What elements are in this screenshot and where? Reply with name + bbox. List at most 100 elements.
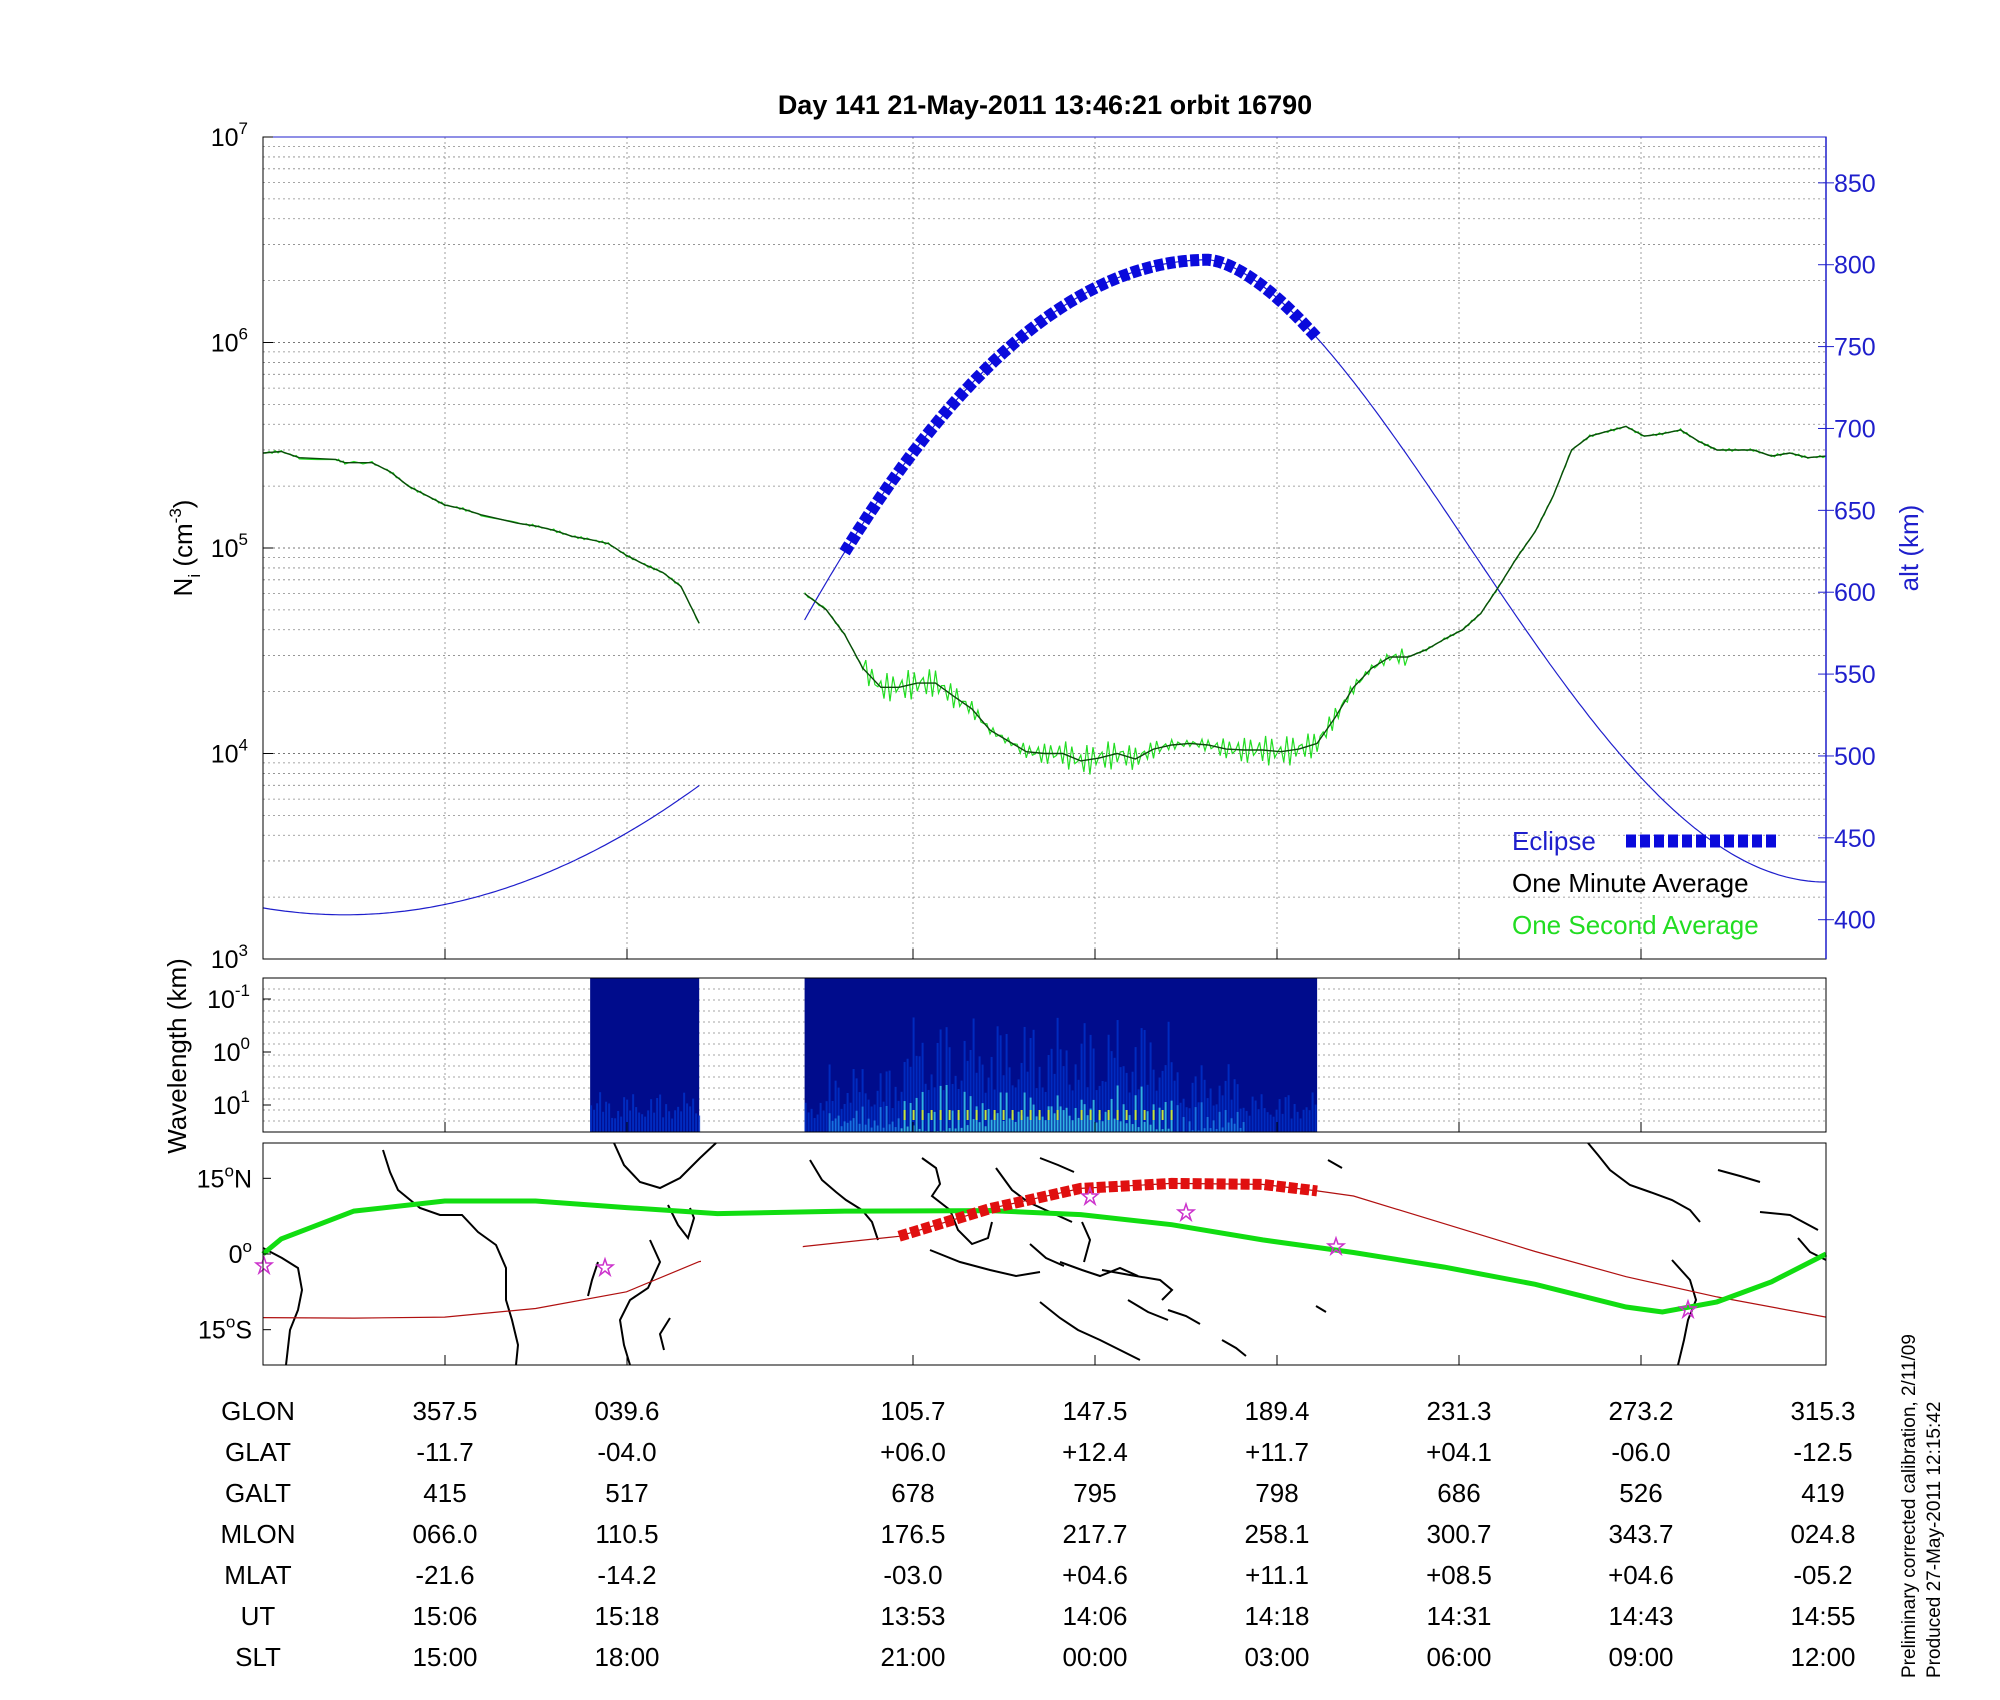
spectrogram-intensity	[939, 1085, 942, 1132]
spectrogram-column	[1281, 1113, 1284, 1132]
spectrogram-intensity	[927, 1113, 930, 1132]
spectrogram-peak	[1125, 1110, 1128, 1120]
altitude-line	[262, 785, 700, 916]
spectrogram-column	[1116, 1020, 1119, 1132]
spectrogram-column	[698, 1115, 701, 1132]
spectrogram-column	[1017, 1079, 1020, 1132]
table-cell: -04.0	[597, 1437, 656, 1467]
density-tick-exp: 3	[239, 941, 248, 960]
map-stars	[253, 1185, 1699, 1320]
density-tick-label: 103	[211, 941, 248, 974]
spectrogram-intensity	[837, 1115, 840, 1132]
table-cell: 217.7	[1062, 1519, 1127, 1549]
table-row-label: MLAT	[224, 1560, 292, 1590]
one-second-average-line	[804, 425, 1827, 775]
spectrogram-intensity	[1125, 1123, 1128, 1132]
table-cell: +12.4	[1062, 1437, 1128, 1467]
coast-madagascar-2	[658, 1317, 671, 1351]
table-row-label: GALT	[225, 1478, 291, 1508]
coast-caribbean	[1717, 1169, 1761, 1183]
spectrogram-intensity	[1164, 1102, 1167, 1132]
spectrogram-intensity	[1104, 1111, 1107, 1132]
spectrogram-column	[1272, 1116, 1275, 1132]
footer-produced: Produced 27-May-2011 12:15:42	[1924, 1402, 1945, 1678]
spectrogram-column	[1134, 1047, 1137, 1132]
spectrogram-intensity	[1158, 1107, 1161, 1132]
spectrogram-column	[1083, 1023, 1086, 1132]
legend-eclipse-label: Eclipse	[1512, 826, 1596, 856]
table-cell: +11.7	[1245, 1437, 1309, 1467]
spectrogram-column	[1113, 1057, 1116, 1132]
wavelength-tick-label: 101	[213, 1087, 250, 1120]
spectrogram-column	[990, 1056, 993, 1132]
spectrogram-column	[1257, 1109, 1260, 1132]
spectrogram-column	[972, 1018, 975, 1132]
table-cell: 189.4	[1244, 1396, 1309, 1426]
spectrogram-column	[674, 1110, 677, 1132]
spectrogram-intensity	[1071, 1120, 1074, 1132]
spectrogram-intensity	[999, 1092, 1002, 1132]
table-cell: 357.5	[412, 1396, 477, 1426]
spectrogram-peak	[1161, 1110, 1164, 1120]
coast-pacific-islands	[1221, 1339, 1247, 1357]
spectrogram-peak	[1107, 1110, 1110, 1120]
spectrogram-column	[909, 1066, 912, 1132]
altitude-tick-label: 650	[1834, 497, 1876, 525]
map-tick-label: 15oS	[198, 1313, 252, 1345]
spectrogram-column	[1059, 1049, 1062, 1132]
spectrogram-column	[960, 1080, 963, 1132]
spectrogram-column	[1008, 1067, 1011, 1132]
spectrogram-column	[918, 1056, 921, 1132]
spectrogram-intensity	[1107, 1112, 1110, 1132]
spectrogram-column	[1239, 1108, 1242, 1132]
coast-africa-west	[382, 1149, 520, 1366]
table-cell: 14:31	[1426, 1601, 1491, 1631]
table-cell: 258.1	[1244, 1519, 1309, 1549]
spectrogram-intensity	[951, 1110, 954, 1132]
spectrogram-intensity	[873, 1120, 876, 1132]
spectrogram-column	[1314, 1104, 1317, 1132]
spectrogram-column	[1128, 1092, 1131, 1132]
spectrogram-intensity	[969, 1096, 972, 1132]
spectrogram-intensity	[861, 1106, 864, 1132]
table-row-label: UT	[241, 1601, 276, 1631]
spectrogram-intensity	[1041, 1116, 1044, 1132]
spectrogram-intensity	[1191, 1130, 1194, 1132]
spectrogram-column	[1179, 1102, 1182, 1132]
spectrogram-intensity	[1065, 1107, 1068, 1132]
table-cell: +04.6	[1062, 1560, 1128, 1590]
spectrogram-intensity	[1068, 1115, 1071, 1132]
spectrogram-intensity	[885, 1105, 888, 1132]
spectrogram-column	[608, 1103, 611, 1132]
table-cell: 13:53	[880, 1601, 945, 1631]
spectrogram-column	[942, 1090, 945, 1132]
spectrogram-peak	[1011, 1110, 1014, 1120]
spectrogram-intensity	[1017, 1111, 1020, 1132]
table-cell: 343.7	[1608, 1519, 1673, 1549]
spectrogram-intensity	[1212, 1120, 1215, 1132]
map-tick-label: 15oN	[197, 1161, 252, 1193]
density-marks	[262, 253, 1827, 916]
spectrogram-peak	[939, 1110, 942, 1120]
spectrogram-column	[599, 1092, 602, 1132]
table-cell: 110.5	[595, 1519, 658, 1549]
spectrogram-intensity	[879, 1107, 882, 1132]
coast-sulawesi	[1059, 1261, 1139, 1278]
spectrogram-column	[906, 1058, 909, 1132]
wavelength-tick-exp: 0	[241, 1034, 250, 1053]
spectrogram-intensity	[1128, 1115, 1131, 1132]
spectrogram-column	[819, 1102, 822, 1132]
spectrogram-column	[927, 1089, 930, 1132]
spectrogram-intensity	[996, 1113, 999, 1132]
spectrogram-intensity	[1203, 1128, 1206, 1132]
spectrogram-column	[1260, 1094, 1263, 1132]
spectrogram-intensity	[897, 1118, 900, 1132]
spectrogram-intensity	[990, 1119, 993, 1132]
spectrogram-intensity	[1038, 1113, 1041, 1132]
coast-australia	[1039, 1301, 1141, 1361]
density-tick-label: 106	[211, 325, 248, 358]
density-grid	[263, 137, 1826, 960]
wavelength-tick-base: 10	[213, 1092, 241, 1120]
